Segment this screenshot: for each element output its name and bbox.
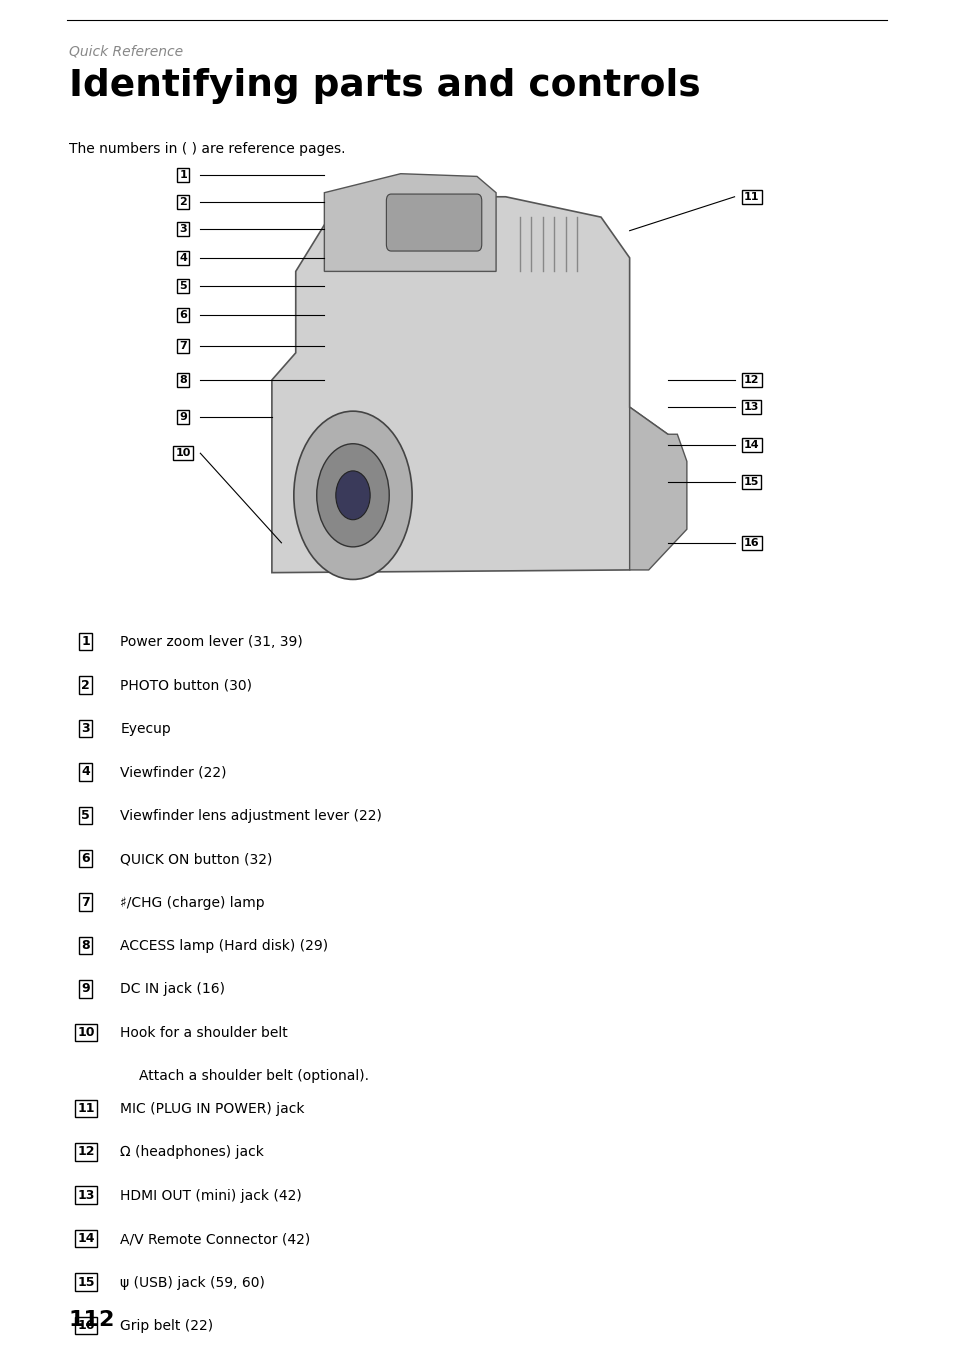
Text: 13: 13: [743, 402, 759, 413]
Text: 10: 10: [175, 448, 191, 459]
Text: Quick Reference: Quick Reference: [69, 45, 183, 58]
Text: QUICK ON button (32): QUICK ON button (32): [120, 852, 273, 866]
Text: ♯/CHG (charge) lamp: ♯/CHG (charge) lamp: [120, 896, 265, 909]
Circle shape: [335, 471, 370, 520]
Text: DC IN jack (16): DC IN jack (16): [120, 982, 225, 996]
Text: 9: 9: [81, 982, 91, 996]
Text: HDMI OUT (mini) jack (42): HDMI OUT (mini) jack (42): [120, 1189, 302, 1202]
Text: 7: 7: [81, 896, 91, 909]
Text: 12: 12: [77, 1145, 94, 1159]
Circle shape: [294, 411, 412, 579]
Text: Viewfinder (22): Viewfinder (22): [120, 765, 227, 779]
Text: 4: 4: [81, 765, 91, 779]
Text: 5: 5: [179, 281, 187, 292]
Text: 5: 5: [81, 809, 91, 822]
Text: 1: 1: [179, 170, 187, 180]
Text: 14: 14: [743, 440, 759, 451]
Text: Identifying parts and controls: Identifying parts and controls: [69, 68, 700, 104]
Text: 1: 1: [81, 635, 91, 649]
Text: 11: 11: [77, 1102, 94, 1115]
Text: 16: 16: [743, 537, 759, 548]
Text: Eyecup: Eyecup: [120, 722, 171, 735]
Polygon shape: [629, 407, 686, 570]
Text: 14: 14: [77, 1232, 94, 1246]
Text: 9: 9: [179, 411, 187, 422]
Text: 11: 11: [743, 191, 759, 202]
Text: Viewfinder lens adjustment lever (22): Viewfinder lens adjustment lever (22): [120, 809, 382, 822]
Text: 15: 15: [743, 476, 759, 487]
Polygon shape: [324, 174, 496, 271]
Text: 13: 13: [77, 1189, 94, 1202]
Text: 8: 8: [179, 375, 187, 385]
Text: 6: 6: [179, 309, 187, 320]
Text: 8: 8: [81, 939, 91, 953]
Text: 3: 3: [81, 722, 91, 735]
Text: ACCESS lamp (Hard disk) (29): ACCESS lamp (Hard disk) (29): [120, 939, 328, 953]
Text: 4: 4: [179, 252, 187, 263]
Text: 112: 112: [69, 1310, 115, 1330]
Text: 6: 6: [81, 852, 91, 866]
Text: A/V Remote Connector (42): A/V Remote Connector (42): [120, 1232, 310, 1246]
Text: Power zoom lever (31, 39): Power zoom lever (31, 39): [120, 635, 303, 649]
Text: Grip belt (22): Grip belt (22): [120, 1319, 213, 1333]
Text: 3: 3: [179, 224, 187, 235]
Text: 16: 16: [77, 1319, 94, 1333]
Text: Ω (headphones) jack: Ω (headphones) jack: [120, 1145, 264, 1159]
Text: 2: 2: [179, 197, 187, 208]
Text: 10: 10: [77, 1026, 94, 1039]
Text: 2: 2: [81, 678, 91, 692]
Text: Hook for a shoulder belt: Hook for a shoulder belt: [120, 1026, 288, 1039]
FancyBboxPatch shape: [386, 194, 481, 251]
Text: MIC (PLUG IN POWER) jack: MIC (PLUG IN POWER) jack: [120, 1102, 304, 1115]
Text: 12: 12: [743, 375, 759, 385]
Polygon shape: [272, 197, 667, 573]
Text: The numbers in ( ) are reference pages.: The numbers in ( ) are reference pages.: [69, 142, 345, 156]
Text: ψ (USB) jack (59, 60): ψ (USB) jack (59, 60): [120, 1276, 265, 1289]
Text: 7: 7: [179, 341, 187, 351]
Circle shape: [316, 444, 389, 547]
Text: PHOTO button (30): PHOTO button (30): [120, 678, 252, 692]
Text: Attach a shoulder belt (optional).: Attach a shoulder belt (optional).: [139, 1069, 369, 1083]
Text: 15: 15: [77, 1276, 94, 1289]
